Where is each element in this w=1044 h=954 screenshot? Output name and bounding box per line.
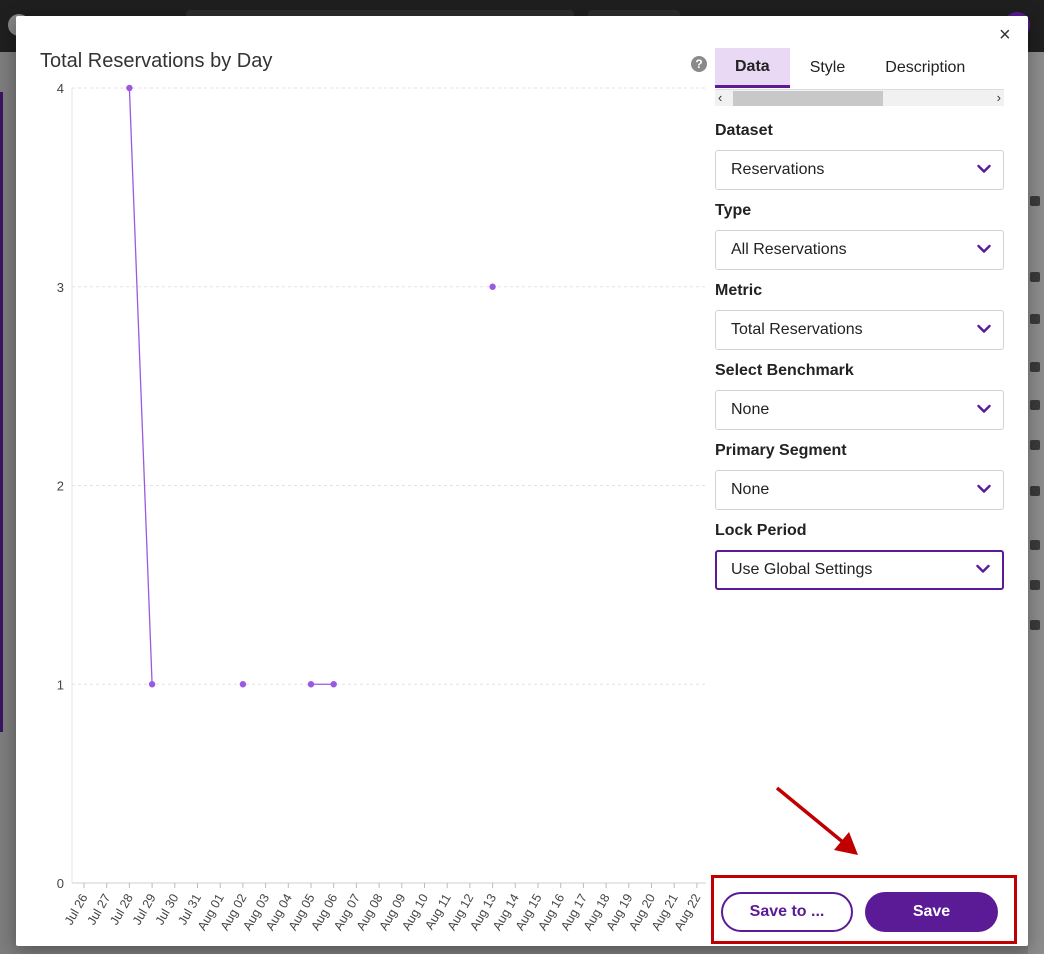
lock-period-select[interactable]: Use Global Settings [715,550,1004,590]
primary-segment-select[interactable]: None [715,470,1004,510]
chevron-down-icon [977,164,991,173]
benchmark-label: Select Benchmark [715,362,854,379]
help-icon[interactable]: ? [691,56,707,72]
chevron-down-icon [977,404,991,413]
metric-label: Metric [715,282,763,299]
metric-select[interactable]: Total Reservations [715,310,1004,350]
type-value: All Reservations [731,241,847,258]
save-to-button[interactable]: Save to ... [721,892,853,932]
chevron-down-icon [977,244,991,253]
y-tick-label: 3 [57,280,64,295]
benchmark-select[interactable]: None [715,390,1004,430]
metric-value: Total Reservations [731,321,863,338]
chevron-down-icon [977,484,991,493]
rail-icon [1030,486,1040,496]
y-tick-label: 4 [57,81,64,96]
tab-description[interactable]: Description [885,59,966,76]
lock-period-label: Lock Period [715,522,807,539]
series-line-segment [128,87,153,685]
close-icon[interactable]: × [999,24,1011,46]
data-point [330,681,337,688]
rail-icon [1030,314,1040,324]
chevron-down-icon [977,324,991,333]
type-select[interactable]: All Reservations [715,230,1004,270]
data-point [489,283,496,290]
scrollbar-thumb[interactable] [733,91,883,106]
rail-icon [1030,540,1040,550]
rail-icon [1030,580,1040,590]
benchmark-value: None [731,401,770,418]
data-point [126,84,133,92]
annotation-highlight-box [711,875,1017,944]
rail-icon [1030,362,1040,372]
data-point [148,681,156,688]
data-point [239,681,247,688]
chevron-down-icon [976,564,990,573]
save-button[interactable]: Save [865,892,998,932]
primary-segment-label: Primary Segment [715,442,847,459]
type-label: Type [715,202,752,219]
y-tick-label: 2 [57,479,64,494]
scroll-right-icon[interactable]: › [996,90,1001,105]
rail-icon [1030,620,1040,630]
chart-editor-modal: Total Reservations by Day ? × 0 1 2 3 4 Jul 2… [16,16,1028,946]
rail-icon [1030,440,1040,450]
tab-scrollbar[interactable]: ‹ › [715,89,1004,106]
app-left-strip [0,92,3,732]
data-point [307,681,315,688]
lock-period-value: Use Global Settings [731,561,873,578]
dataset-select[interactable]: Reservations [715,150,1004,190]
dataset-label: Dataset [715,122,773,139]
rail-icon [1030,196,1040,206]
tab-style[interactable]: Style [809,59,846,76]
rail-icon [1030,400,1040,410]
primary-segment-value: None [731,481,770,498]
y-tick-label: 1 [57,677,64,692]
tab-data[interactable]: Data [715,48,790,88]
app-right-rail [1028,52,1044,954]
y-tick-label: 0 [57,876,64,891]
dataset-value: Reservations [731,161,825,178]
editor-tabs: Data Style Description [715,48,985,88]
chart-title: Total Reservations by Day [40,50,273,72]
rail-icon [1030,272,1040,282]
scroll-left-icon[interactable]: ‹ [718,90,723,105]
